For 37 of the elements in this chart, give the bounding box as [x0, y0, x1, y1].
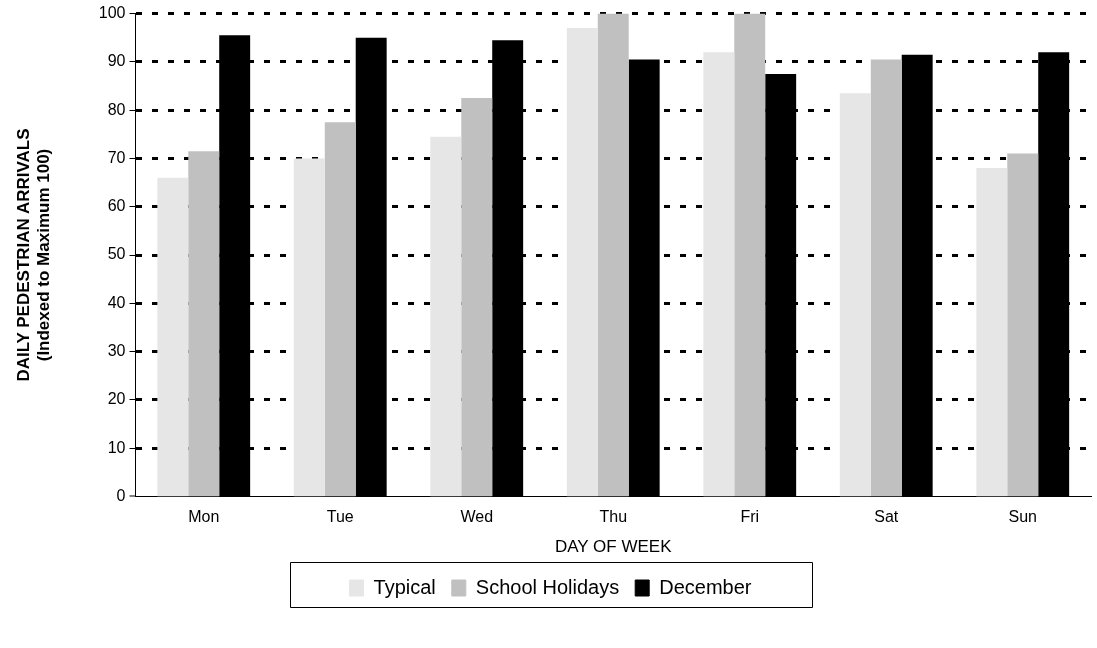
- y-tick-label: 10: [107, 438, 126, 456]
- bar: [430, 136, 462, 497]
- x-tick-label: Tue: [326, 508, 354, 526]
- bar: [157, 177, 189, 497]
- x-tick-label: Sat: [874, 508, 899, 526]
- bar: [566, 28, 598, 497]
- y-tick-label: 60: [107, 197, 126, 215]
- x-tick-label: Fri: [740, 508, 760, 526]
- legend-label: Typical: [373, 575, 436, 598]
- legend-label: December: [659, 575, 752, 598]
- y-tick-label: 80: [107, 100, 126, 118]
- bar: [293, 158, 325, 497]
- x-tick-label: Mon: [188, 508, 220, 526]
- y-tick-label: 40: [107, 293, 126, 311]
- y-tick-label: 20: [107, 390, 126, 408]
- bar: [597, 13, 629, 497]
- y-tick-label: 90: [107, 52, 126, 70]
- bar: [703, 52, 735, 497]
- bar: [1007, 153, 1039, 497]
- bar: [839, 93, 871, 497]
- y-axis-title: DAILY PEDESTRIAN ARRIVALS (Indexed to Maximum 100): [13, 128, 54, 382]
- x-tick-label: Thu: [599, 508, 628, 526]
- bar: [461, 98, 493, 497]
- y-tick-label: 70: [107, 148, 126, 166]
- legend-label: School Holidays: [475, 575, 620, 598]
- y-tick-label: 100: [98, 4, 126, 22]
- y-tick-label: 50: [107, 245, 126, 263]
- bar: [324, 122, 356, 497]
- x-tick-label: Wed: [460, 508, 494, 526]
- bar: [976, 168, 1008, 497]
- y-tick-label: 0: [116, 486, 126, 504]
- x-axis-title: DAY OF WEEK: [554, 537, 673, 557]
- bar: [870, 59, 902, 497]
- bar: [734, 13, 766, 497]
- y-tick-label: 30: [107, 341, 126, 359]
- x-tick-label: Sun: [1008, 508, 1037, 526]
- bar: [188, 151, 220, 497]
